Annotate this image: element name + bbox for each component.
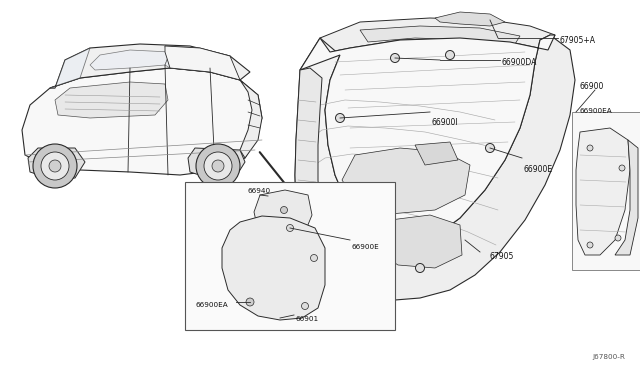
Polygon shape (378, 215, 462, 268)
Circle shape (415, 263, 424, 273)
Circle shape (335, 113, 344, 122)
Text: 67905+A: 67905+A (560, 36, 596, 45)
Circle shape (196, 144, 240, 188)
Text: 66901: 66901 (296, 316, 319, 322)
Circle shape (41, 152, 69, 180)
Circle shape (615, 235, 621, 241)
Polygon shape (165, 46, 240, 80)
Circle shape (587, 145, 593, 151)
Text: 66900EA: 66900EA (580, 108, 612, 114)
Text: 66900E: 66900E (352, 244, 380, 250)
Polygon shape (55, 82, 168, 118)
Text: 67905: 67905 (490, 252, 515, 261)
Polygon shape (295, 38, 375, 305)
Circle shape (390, 54, 399, 62)
Polygon shape (300, 35, 555, 265)
Circle shape (204, 152, 232, 180)
Circle shape (246, 298, 254, 306)
Polygon shape (22, 68, 262, 175)
Circle shape (301, 302, 308, 310)
Circle shape (587, 242, 593, 248)
Polygon shape (350, 236, 392, 265)
Polygon shape (295, 68, 322, 278)
Polygon shape (188, 148, 245, 180)
Polygon shape (50, 48, 90, 88)
Polygon shape (50, 44, 250, 88)
Text: 66900: 66900 (580, 82, 604, 91)
Circle shape (310, 254, 317, 262)
Text: J67800-R: J67800-R (592, 354, 625, 360)
Text: 66900I: 66900I (432, 118, 459, 127)
Polygon shape (576, 128, 630, 255)
Polygon shape (222, 216, 325, 320)
Text: 66900EA: 66900EA (196, 302, 228, 308)
Text: 66900E: 66900E (524, 165, 553, 174)
Bar (185, 182, 395, 330)
Polygon shape (90, 50, 170, 70)
Polygon shape (254, 190, 312, 236)
Text: 66940: 66940 (248, 188, 271, 194)
Circle shape (445, 51, 454, 60)
Polygon shape (165, 46, 230, 72)
Polygon shape (615, 140, 638, 255)
Circle shape (619, 165, 625, 171)
Text: 66900DA: 66900DA (502, 58, 538, 67)
Bar (572, 112, 640, 270)
Circle shape (287, 224, 294, 231)
Polygon shape (435, 12, 505, 26)
Circle shape (355, 276, 365, 285)
Polygon shape (320, 18, 555, 52)
Circle shape (33, 144, 77, 188)
Circle shape (212, 160, 224, 172)
Circle shape (486, 144, 495, 153)
Polygon shape (240, 80, 262, 158)
Polygon shape (360, 26, 520, 44)
Polygon shape (415, 142, 458, 165)
Circle shape (280, 206, 287, 214)
Polygon shape (375, 35, 575, 300)
Polygon shape (342, 148, 470, 214)
Polygon shape (165, 50, 218, 68)
Polygon shape (28, 148, 85, 180)
Circle shape (49, 160, 61, 172)
